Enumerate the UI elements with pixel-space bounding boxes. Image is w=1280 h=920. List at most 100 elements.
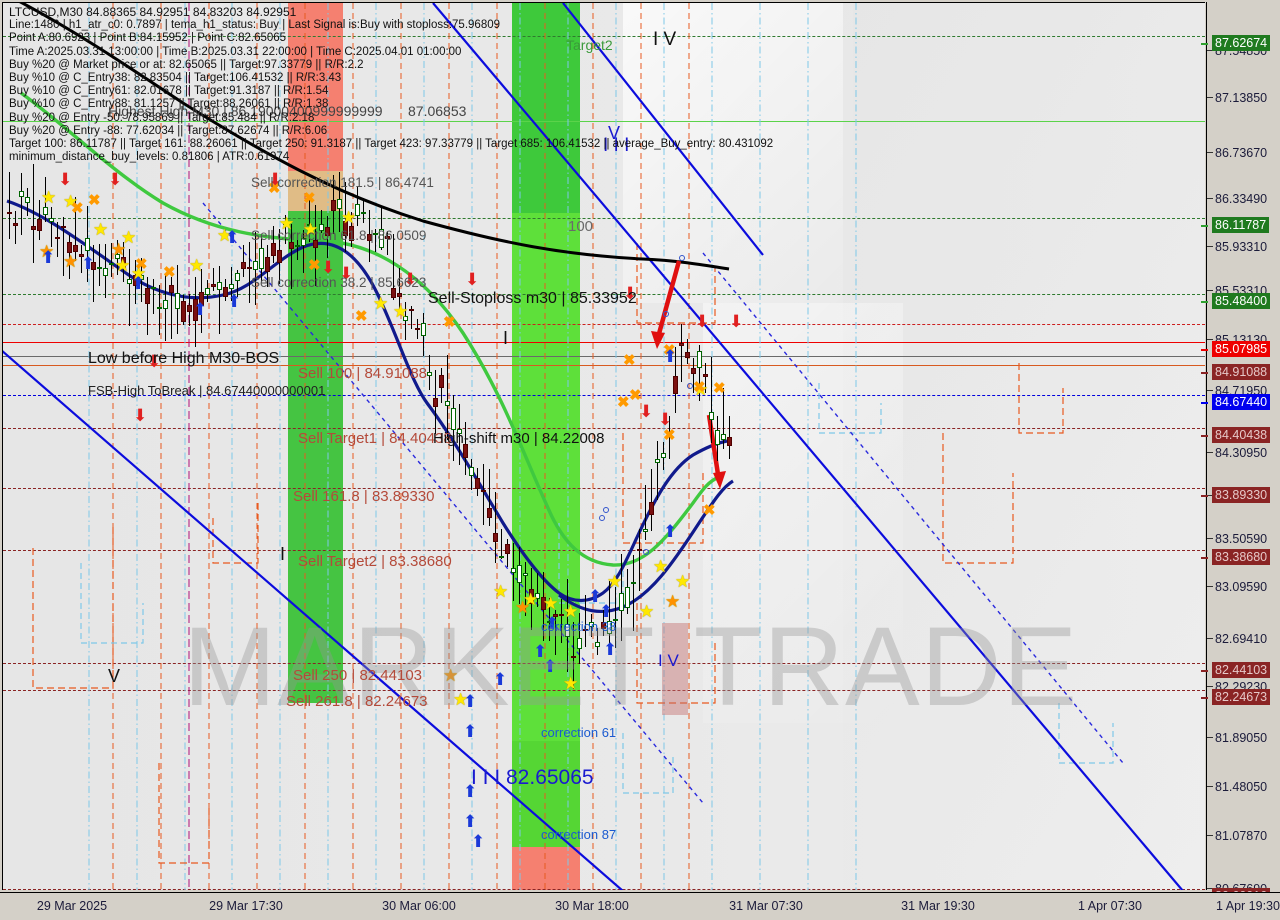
marker-arrow-up-14: ⬆ bbox=[471, 832, 486, 851]
candle-wick bbox=[573, 621, 574, 690]
candle-body bbox=[499, 556, 504, 559]
marker-star-22: ★ bbox=[639, 602, 655, 621]
candle-wick bbox=[687, 339, 688, 365]
candle-body bbox=[655, 458, 660, 463]
marker-arrow-up-3: ⬆ bbox=[225, 228, 240, 247]
candle-body bbox=[31, 226, 36, 231]
price-highlight-9[interactable]: 82.44103 bbox=[1212, 662, 1271, 678]
price-label-10: 83.50590 bbox=[1215, 532, 1268, 546]
marker-star-13: ★ bbox=[543, 594, 559, 613]
candle-body bbox=[37, 218, 42, 231]
candle-body bbox=[547, 620, 552, 624]
price-highlight-6[interactable]: 84.40438 bbox=[1212, 427, 1271, 443]
candle-body bbox=[523, 573, 528, 577]
candle-body bbox=[397, 293, 402, 298]
candle-body bbox=[25, 196, 30, 203]
candle-body bbox=[55, 237, 60, 240]
candle-body bbox=[427, 371, 432, 377]
candle-body bbox=[637, 549, 642, 552]
candle-body bbox=[475, 478, 480, 489]
candle-body bbox=[469, 467, 474, 477]
marker-arrow-up-18: ⬆ bbox=[533, 642, 548, 661]
candle-wick bbox=[291, 224, 292, 289]
green-dash-8762 bbox=[3, 36, 1205, 37]
candle-body bbox=[193, 299, 198, 321]
maroon-8244 bbox=[3, 663, 1205, 664]
candle-body bbox=[373, 233, 378, 236]
price-highlight-3[interactable]: 85.07985 bbox=[1212, 341, 1271, 357]
candle-body bbox=[247, 267, 252, 270]
candle-body bbox=[595, 641, 600, 648]
marker-dot-5 bbox=[603, 507, 609, 513]
candle-wick bbox=[153, 278, 154, 314]
marker-star-20: ★ bbox=[131, 264, 147, 283]
candle-body bbox=[673, 376, 678, 395]
candle-body bbox=[241, 262, 246, 270]
orange-8491 bbox=[3, 365, 1205, 366]
candle-wick bbox=[459, 404, 460, 466]
green-dash-8611 bbox=[3, 218, 1205, 219]
candle-wick bbox=[399, 268, 400, 315]
watermark-left: MARKET bbox=[183, 604, 656, 729]
candle-wick bbox=[669, 415, 670, 459]
candle-body bbox=[565, 623, 570, 638]
candle-wick bbox=[693, 358, 694, 394]
price-highlight-mark-9 bbox=[1201, 670, 1208, 672]
candle-wick bbox=[393, 234, 394, 301]
candle-body bbox=[7, 212, 12, 215]
candle-wick bbox=[615, 587, 616, 649]
price-highlight-mark-7 bbox=[1201, 495, 1208, 497]
chart-plot-area[interactable]: ★ ★ ★ ★ ★ ★ ★ ★ ★ ★ ★ ★ ★ ★ ★ ★ ★ ★ ★ ★ ★ ★ ★ ★ ★ ★ ★ ★ ★ ★ ✖ ✖ ✖ ✖ ✖ ✖ ✖ ✖ ✖ ✖… bbox=[2, 2, 1205, 890]
price-tick-3 bbox=[1207, 198, 1213, 199]
candle-body bbox=[619, 592, 624, 612]
candle-body bbox=[127, 278, 132, 284]
maroon-8389 bbox=[3, 488, 1205, 489]
marker-star-4: ★ bbox=[189, 256, 205, 275]
price-highlight-4[interactable]: 84.91088 bbox=[1212, 364, 1271, 380]
price-tick-0 bbox=[1207, 50, 1213, 51]
candle-wick bbox=[495, 491, 496, 563]
marker-star-orange-0: ★ bbox=[39, 242, 55, 261]
marker-star-10: ★ bbox=[393, 302, 409, 321]
candle-wick bbox=[15, 210, 16, 244]
candle-wick bbox=[51, 206, 52, 248]
candle-wick bbox=[633, 555, 634, 632]
marker-cross-0: ✖ bbox=[88, 192, 101, 209]
price-highlight-1[interactable]: 86.11787 bbox=[1212, 217, 1270, 233]
candle-body bbox=[175, 293, 180, 309]
price-highlight-0[interactable]: 87.62674 bbox=[1212, 35, 1271, 51]
marker-cross-8: ✖ bbox=[443, 314, 456, 331]
candle-body bbox=[511, 568, 516, 573]
price-tick-17 bbox=[1207, 888, 1213, 889]
candle-body bbox=[631, 581, 636, 585]
marker-arrow-down-12: ⬇ bbox=[147, 352, 162, 371]
time-axis[interactable]: 29 Mar 2025 29 Mar 17:30 30 Mar 06:00 30 Ma… bbox=[0, 892, 1280, 920]
candle-body bbox=[235, 273, 240, 282]
marker-arrow-up-4: ⬆ bbox=[193, 300, 208, 319]
candle-wick bbox=[45, 177, 46, 223]
price-highlight-10[interactable]: 82.24673 bbox=[1212, 689, 1271, 705]
candle-body bbox=[343, 220, 348, 236]
marker-cross-14: ✖ bbox=[629, 387, 642, 404]
candle-wick bbox=[555, 609, 556, 656]
candle-wick bbox=[489, 469, 490, 527]
candle-body bbox=[403, 316, 408, 322]
price-tick-2 bbox=[1207, 152, 1213, 153]
candle-body bbox=[61, 226, 66, 229]
price-highlight-8[interactable]: 83.38680 bbox=[1212, 549, 1271, 565]
price-tick-1 bbox=[1207, 97, 1213, 98]
price-tick-12 bbox=[1207, 638, 1213, 639]
price-highlight-7[interactable]: 83.89330 bbox=[1212, 487, 1271, 503]
price-highlight-2[interactable]: 85.48400 bbox=[1212, 293, 1271, 309]
candle-wick bbox=[147, 277, 148, 336]
candle-body bbox=[649, 501, 654, 515]
zone-green-mid2 bbox=[512, 741, 580, 847]
candle-wick bbox=[159, 284, 160, 336]
price-axis[interactable]: 87.54850 87.13850 86.73670 86.33490 85.93310… bbox=[1201, 2, 1280, 904]
marker-cross-15: ✖ bbox=[617, 394, 630, 411]
candle-body bbox=[355, 204, 360, 217]
candle-body bbox=[589, 622, 594, 628]
price-highlight-5[interactable]: 84.67440 bbox=[1212, 394, 1271, 410]
marker-star-2: ★ bbox=[93, 220, 109, 239]
marker-dot-3 bbox=[687, 383, 693, 389]
